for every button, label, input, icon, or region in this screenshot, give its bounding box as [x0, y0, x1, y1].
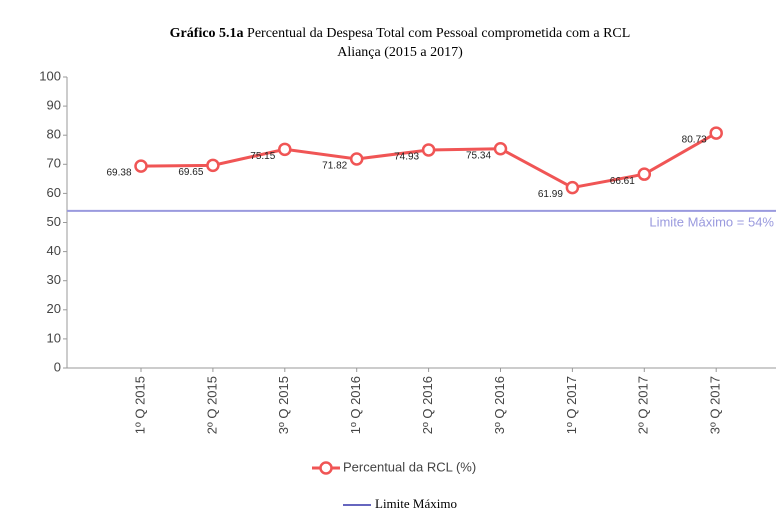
legend-marker — [319, 461, 333, 475]
x-tick-label: 1º Q 2015 — [132, 376, 147, 434]
x-tick-label: 2º Q 2017 — [636, 376, 651, 434]
y-tick-label: 10 — [47, 330, 61, 345]
y-tick-label: 40 — [47, 243, 61, 258]
chart-subtitle: Aliança (2015 a 2017) — [337, 45, 463, 60]
x-tick-label: 2º Q 2016 — [420, 376, 435, 434]
legend-label: Percentual da RCL (%) — [343, 459, 476, 474]
data-point — [134, 159, 148, 173]
data-label: 69.65 — [178, 167, 203, 178]
x-tick-label: 3º Q 2015 — [276, 376, 291, 434]
x-tick-label: 1º Q 2017 — [564, 376, 579, 434]
y-tick-label: 50 — [47, 214, 61, 229]
y-tick-label: 100 — [39, 68, 61, 83]
x-tick-label: 2º Q 2015 — [204, 376, 219, 434]
data-point — [637, 167, 652, 181]
data-label: 74.93 — [394, 152, 419, 163]
data-label: 75.15 — [250, 151, 275, 162]
title-bold: Gráfico 5.1a — [170, 26, 244, 41]
data-label: 61.99 — [538, 189, 563, 200]
data-label: 75.34 — [466, 150, 491, 161]
y-tick-label: 90 — [47, 98, 61, 113]
data-point — [278, 142, 292, 157]
data-point — [709, 126, 723, 140]
reference-label: Limite Máximo = 54% — [649, 214, 774, 229]
x-tick-label: 3º Q 2017 — [708, 376, 723, 434]
data-point — [421, 143, 436, 157]
y-tick-label: 20 — [47, 301, 61, 316]
y-tick-label: 30 — [47, 272, 61, 287]
y-tick-label: 60 — [47, 185, 61, 200]
y-tick-label: 0 — [54, 359, 61, 374]
legend-label: Limite Máximo — [375, 496, 457, 511]
data-label: 66.61 — [610, 176, 635, 187]
title-text: Percentual da Despesa Total com Pessoal … — [247, 26, 630, 41]
data-point — [493, 142, 508, 156]
data-label: 69.38 — [106, 168, 131, 179]
data-label: 80.73 — [682, 135, 707, 146]
chart-title: Gráfico 5.1a Percentual da Despesa Total… — [170, 26, 631, 41]
x-tick-label: 3º Q 2016 — [492, 376, 507, 434]
data-point — [565, 180, 580, 195]
y-tick-label: 70 — [47, 156, 61, 171]
x-tick-label: 1º Q 2016 — [348, 376, 363, 434]
data-label: 71.82 — [322, 161, 347, 172]
data-point — [349, 152, 364, 166]
data-point — [206, 158, 220, 173]
y-tick-label: 80 — [47, 127, 61, 142]
